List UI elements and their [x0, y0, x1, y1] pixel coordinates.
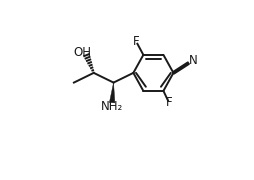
Text: OH: OH — [73, 46, 91, 59]
Text: F: F — [132, 35, 139, 48]
Text: N: N — [189, 54, 198, 67]
Text: NH₂: NH₂ — [101, 100, 123, 113]
Polygon shape — [109, 83, 115, 103]
Text: F: F — [166, 96, 173, 109]
